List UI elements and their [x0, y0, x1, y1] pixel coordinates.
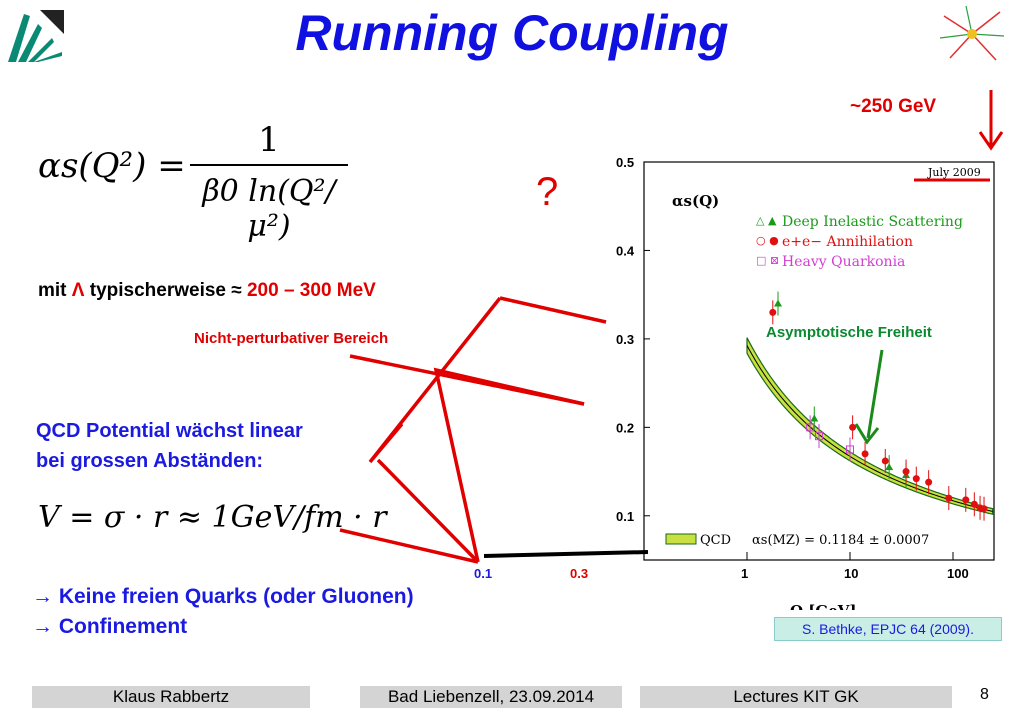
fraction-bar: [190, 164, 348, 166]
qcd-curve: [746, 345, 993, 512]
asymptotic-label: Asymptotische Freiheit: [766, 324, 932, 341]
conclusion-confinement: → Confinement: [32, 615, 188, 638]
ee-point: [861, 450, 869, 458]
footer-course: Lectures KIT GK: [640, 686, 952, 708]
page-number: 8: [980, 686, 989, 703]
qcd-band: [746, 337, 994, 516]
formula-denominator: β0 ln(Q²/μ²): [202, 174, 336, 244]
footer-author: Klaus Rabbertz: [32, 686, 310, 708]
y-tick-label: 0.1: [616, 509, 634, 524]
tick-extra-01: 0.1: [474, 566, 493, 581]
footer-place: Bad Liebenzell, 23.09.2014: [360, 686, 622, 708]
mz-label: αs(MZ) = 0.1184 ± 0.0007: [752, 533, 929, 548]
chart-date: July 2009: [927, 166, 981, 179]
ee-point: [849, 423, 857, 431]
chart-xlabel: Q [GeV]: [790, 602, 856, 610]
x-tick-label: 100: [947, 566, 969, 581]
source-citation: S. Bethke, EPJC 64 (2009).: [774, 617, 1002, 641]
lambda-text: mit Λ typischerweise ≈ 200 – 300 MeV: [38, 280, 376, 302]
potential-formula: V = σ · r ≈ 1GeV/fm · r: [38, 500, 387, 535]
formula-numerator: 1: [258, 120, 280, 160]
potential-line1: QCD Potential wächst linear: [36, 420, 303, 442]
conclusions: → Keine freien Quarks (oder Gluonen) → C…: [32, 582, 414, 642]
ee-point: [970, 500, 978, 508]
y-tick-label: 0.5: [616, 155, 634, 170]
lambda-prefix: mit: [38, 280, 72, 301]
ee-point: [980, 505, 988, 513]
energy-label: ~250 GeV: [850, 96, 937, 117]
legend-ee: e+e− Annihilation: [782, 234, 913, 250]
formula-lhs: αs(Q²) =: [38, 146, 186, 186]
ee-point: [881, 457, 889, 465]
ee-point: [902, 468, 910, 476]
ee-point: [945, 494, 953, 502]
ee-point: [925, 478, 933, 486]
legend-hq-symbols: □ ⊠: [756, 254, 779, 267]
slide-title: Running Coupling: [295, 5, 729, 61]
question-mark: ?: [536, 170, 559, 214]
y-tick-label: 0.4: [616, 243, 635, 258]
x-tick-label: 1: [741, 566, 748, 581]
kit-logo-icon: [8, 10, 64, 62]
down-arrow-icon: [978, 90, 1004, 151]
green-arrow-icon: [854, 349, 884, 445]
legend-hq: Heavy Quarkonia: [782, 254, 905, 270]
dis-point: [885, 463, 894, 471]
ee-point: [912, 475, 920, 483]
ee-point: [769, 308, 777, 316]
legend-ee-symbols: ○ ●: [756, 234, 779, 247]
legend-dis-symbols: △ ▲: [756, 214, 777, 227]
potential-line2: bei grossen Abständen:: [36, 450, 264, 472]
nonpert-label: Nicht-perturbativer Bereich: [194, 330, 389, 347]
legend-dis: Deep Inelastic Scattering: [782, 214, 963, 230]
x-tick-label: 10: [844, 566, 858, 581]
alpha-s-chart: 0.5 0.4 0.3 0.2 0.1 1 10 100 αs(Q) Q [GeV] July…: [616, 155, 995, 610]
lambda-middle: typischerweise ≈: [84, 280, 247, 301]
collision-event-icon: [939, 5, 1005, 61]
dis-point: [774, 299, 783, 307]
hq-point: [815, 432, 823, 441]
qcd-legend-swatch: [665, 533, 697, 545]
tick-extra-03: 0.3: [570, 566, 589, 581]
chart-ylabel: αs(Q): [672, 192, 719, 210]
lambda-range: 200 – 300 MeV: [246, 280, 376, 301]
hq-point: [846, 445, 855, 454]
y-tick-label: 0.2: [616, 420, 634, 435]
lambda-symbol: Λ: [71, 280, 85, 301]
hq-point: [806, 423, 815, 432]
qcd-legend-label: QCD: [700, 533, 731, 548]
conclusion-free-quarks: → Keine freien Quarks (oder Gluonen): [32, 585, 414, 608]
potential-text: QCD Potential wächst linear bei grossen …: [36, 416, 303, 476]
ee-point: [962, 496, 970, 504]
y-tick-label: 0.3: [616, 332, 634, 347]
dis-point: [810, 414, 819, 422]
